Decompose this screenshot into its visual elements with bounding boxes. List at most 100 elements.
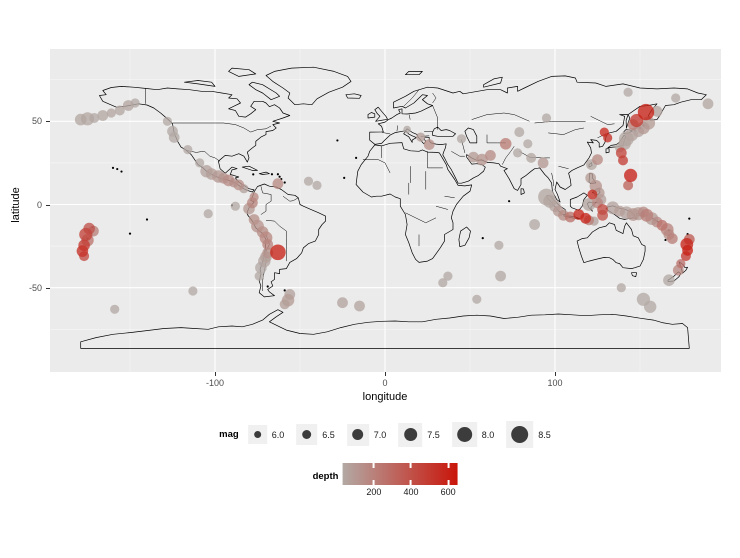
coastline [80, 309, 690, 349]
earthquake-point [443, 271, 453, 281]
island-dot [120, 170, 123, 173]
earthquake-point [312, 180, 322, 190]
legend-mag-title: mag [219, 429, 239, 440]
earthquake-point [97, 110, 109, 121]
coastline [605, 148, 610, 154]
country-border [427, 151, 443, 169]
earthquake-point [254, 271, 264, 281]
legend-mag-key-label: 6.0 [271, 429, 285, 440]
legend-mag-key-swatch [346, 423, 369, 446]
depth-colorbar-labels: 200 400 600 [342, 485, 457, 498]
earthquake-point [248, 214, 260, 225]
legend-mag-key-swatch [451, 422, 477, 447]
legend-mag-key: 8.0 [451, 422, 495, 447]
island-dot [283, 181, 286, 184]
x-tick-mark [215, 372, 216, 376]
legend-mag-key-swatch [247, 425, 267, 444]
earthquake-point [423, 139, 435, 150]
earthquake-point [637, 103, 655, 121]
country-border [590, 116, 615, 125]
island-dot [116, 167, 119, 171]
country-border [502, 146, 515, 165]
island-dot [481, 237, 484, 240]
legend-mag: mag 6.0 6.5 7.0 7.5 8.0 8.5 [219, 421, 551, 448]
earthquake-point [303, 176, 314, 186]
earthquake-point [262, 239, 274, 250]
country-border [172, 122, 272, 133]
island-dot [270, 173, 274, 176]
coastline [569, 192, 588, 211]
earthquake-point [623, 87, 633, 97]
earthquake-point [618, 155, 628, 166]
country-border [548, 127, 584, 135]
earthquake-point [416, 132, 426, 142]
y-tick-mark [46, 121, 50, 123]
legend-depth: depth 200 400 600 [313, 463, 458, 498]
earthquake-point [671, 93, 681, 103]
earthquake-point [233, 179, 245, 191]
legend-mag-key-label: 7.5 [427, 429, 440, 440]
earthquake-point [580, 212, 591, 224]
earthquake-point [188, 286, 198, 296]
x-tick-mark [385, 372, 386, 376]
earthquake-point [122, 100, 134, 111]
earthquake-point [499, 138, 512, 150]
legend-mag-key-swatch [506, 421, 534, 448]
legend-mag-keys: 6.0 6.5 7.0 7.5 8.0 8.5 [247, 421, 551, 448]
mag-size-dot-icon [253, 431, 261, 438]
x-tick-label: -100 [205, 378, 225, 388]
mag-size-dot-icon [403, 428, 417, 441]
x-tick-label: 0 [382, 378, 388, 388]
coastline [374, 106, 388, 122]
coastline [265, 66, 352, 106]
legend-depth-colorbar-block: 200 400 600 [342, 463, 458, 498]
earthquake-point [281, 294, 295, 307]
coastline [625, 114, 631, 129]
country-border [265, 220, 287, 262]
earthquake-point [616, 283, 626, 293]
coastline [367, 112, 376, 119]
earthquake-point [262, 247, 274, 259]
island-dot [343, 176, 346, 179]
earthquake-point [195, 158, 205, 168]
y-tick-mark [46, 204, 50, 206]
earthquake-point [623, 180, 634, 191]
earthquake-point [666, 233, 678, 245]
world-map-canvas [50, 49, 721, 372]
coastline [241, 165, 258, 171]
legend-mag-key-label: 8.0 [481, 429, 495, 440]
country-border [282, 195, 299, 202]
country-border [186, 150, 221, 162]
depth-colorbar-tick-label: 400 [403, 487, 419, 497]
coastline [464, 127, 478, 144]
coastline [355, 142, 473, 263]
earthquake-point [272, 178, 284, 190]
coastline [432, 126, 456, 137]
earthquake-point [626, 208, 640, 221]
earthquake-point [663, 274, 675, 286]
coastline [576, 222, 646, 269]
y-tick-label: -50 [28, 282, 42, 293]
depth-colorbar-tick [372, 480, 375, 485]
coastline [184, 80, 216, 87]
country-border [471, 112, 530, 122]
earthquake-point [438, 278, 448, 288]
coastline [248, 81, 280, 101]
island-dot [283, 289, 286, 292]
earthquake-point [523, 139, 533, 149]
earthquake-point [80, 112, 95, 126]
earthquake-point [541, 113, 552, 123]
earthquake-point [537, 157, 549, 169]
island-dot [252, 173, 255, 176]
country-border [403, 89, 420, 107]
legend-depth-title: depth [312, 471, 339, 482]
earthquake-point [114, 105, 125, 116]
earthquake-point [495, 270, 506, 282]
island-dot [111, 166, 115, 169]
island-dot [266, 285, 269, 288]
earthquake-point [162, 116, 172, 126]
country-border [381, 132, 391, 135]
island-dot [664, 238, 667, 242]
country-border [432, 105, 438, 130]
